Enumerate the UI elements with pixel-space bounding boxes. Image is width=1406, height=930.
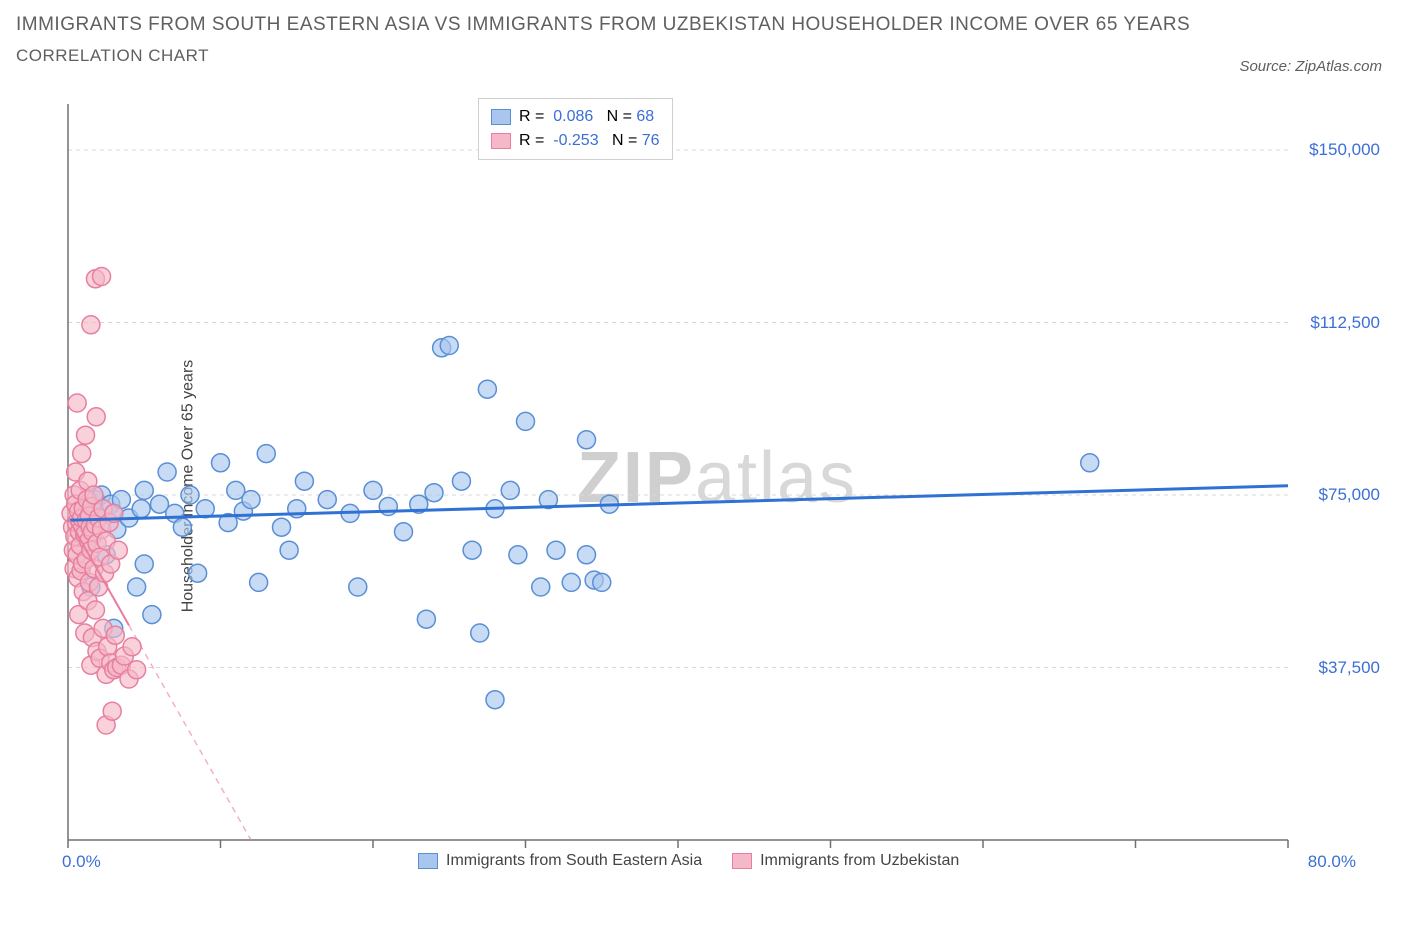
legend-stats-box: R = 0.086 N = 68R = -0.253 N = 76 [478,98,673,160]
legend-swatch [732,853,752,869]
y-tick-label: $75,000 [1319,485,1380,505]
legend-series-label: Immigrants from South Eastern Asia [446,852,702,870]
legend-swatch [418,853,438,869]
chart-header: IMMIGRANTS FROM SOUTH EASTERN ASIA VS IM… [16,10,1390,66]
y-tick-label: $150,000 [1309,140,1380,160]
plot-svg [48,96,1386,876]
legend-stat-text: R = 0.086 N = 68 [519,105,654,129]
legend-series-item: Immigrants from Uzbekistan [732,852,959,870]
legend-series-item: Immigrants from South Eastern Asia [418,852,702,870]
scatter-plot: Householder Income Over 65 years ZIPatla… [48,96,1386,876]
legend-series-label: Immigrants from Uzbekistan [760,852,959,870]
legend-swatch [491,133,511,149]
chart-title-line2: CORRELATION CHART [16,46,1390,66]
y-tick-label: $37,500 [1319,658,1380,678]
legend-stat-text: R = -0.253 N = 76 [519,129,660,153]
x-tick-max: 80.0% [1308,852,1356,872]
y-tick-label: $112,500 [1310,313,1380,333]
x-tick-min: 0.0% [62,852,101,872]
legend-stat-row: R = -0.253 N = 76 [491,129,660,153]
legend-stat-row: R = 0.086 N = 68 [491,105,660,129]
legend-series: Immigrants from South Eastern Asia Immigr… [418,852,959,870]
legend-swatch [491,109,511,125]
chart-title-line1: IMMIGRANTS FROM SOUTH EASTERN ASIA VS IM… [16,10,1390,40]
source-label: Source: ZipAtlas.com [1239,58,1382,75]
